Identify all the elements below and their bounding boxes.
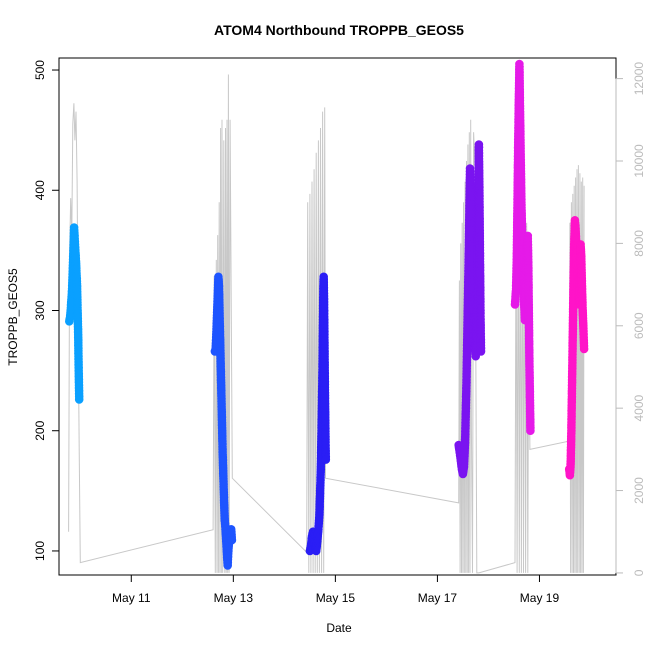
y-tick-label: 500 bbox=[33, 60, 47, 80]
data-point bbox=[526, 426, 535, 436]
y-tick-label: 100 bbox=[33, 541, 47, 561]
y2-tick-label: 10000 bbox=[632, 144, 646, 178]
flight-series bbox=[210, 272, 237, 570]
flight-series bbox=[65, 223, 84, 404]
data-point bbox=[74, 395, 84, 404]
y2-tick-label: 2000 bbox=[632, 477, 646, 504]
data-point bbox=[321, 455, 331, 464]
x-tick-label: May 17 bbox=[418, 591, 458, 605]
x-tick-label: May 15 bbox=[316, 591, 356, 605]
x-axis-label: Date bbox=[326, 621, 352, 635]
altitude-layer bbox=[68, 74, 585, 574]
y2-tick-label: 4000 bbox=[632, 394, 646, 421]
x-tick-label: May 13 bbox=[214, 591, 254, 605]
flight-series bbox=[564, 216, 589, 480]
x-tick-label: May 19 bbox=[520, 591, 560, 605]
y2-tick-label: 8000 bbox=[632, 230, 646, 257]
flight-series bbox=[305, 272, 331, 556]
flight-series bbox=[454, 140, 486, 479]
y-axis-label: TROPPB_GEOS5 bbox=[6, 268, 20, 366]
data-points-layer bbox=[65, 59, 589, 570]
altitude-line bbox=[68, 74, 585, 574]
chart-title: ATOM4 Northbound TROPPB_GEOS5 bbox=[214, 22, 464, 38]
y-tick-label: 300 bbox=[33, 300, 47, 320]
x-tick-label: May 11 bbox=[112, 591, 151, 605]
axes-layer: May 11 May 13 May 15 May 17 May 19 100 200 300 4… bbox=[33, 60, 646, 605]
y2-tick-label: 6000 bbox=[632, 312, 646, 339]
y2-tick-label: 0 bbox=[632, 569, 646, 576]
y-tick-label: 400 bbox=[33, 180, 47, 200]
y-tick-label: 200 bbox=[33, 420, 47, 440]
data-point bbox=[476, 347, 486, 356]
flight-series bbox=[510, 59, 535, 436]
data-point bbox=[227, 535, 237, 545]
data-point bbox=[579, 344, 589, 354]
y2-tick-label: 12000 bbox=[632, 62, 646, 96]
